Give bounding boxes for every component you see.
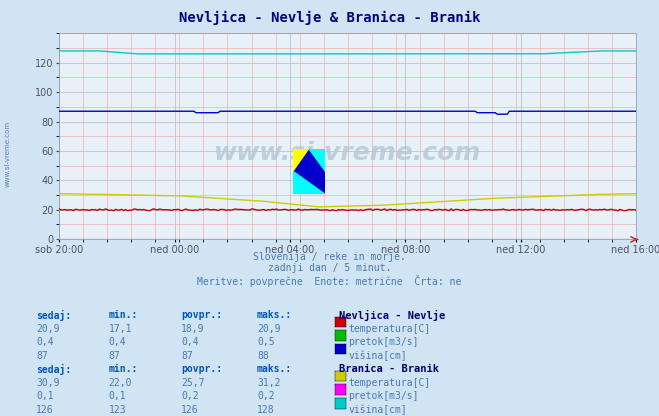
Text: 0,4: 0,4 (109, 337, 127, 347)
Text: min.:: min.: (109, 364, 138, 374)
Text: 0,4: 0,4 (181, 337, 199, 347)
Text: Slovenija / reke in morje.: Slovenija / reke in morje. (253, 252, 406, 262)
Text: 0,1: 0,1 (36, 391, 54, 401)
Text: 20,9: 20,9 (257, 324, 281, 334)
Text: maks.:: maks.: (257, 310, 292, 320)
Text: 88: 88 (257, 351, 269, 361)
Text: sedaj:: sedaj: (36, 310, 71, 321)
Text: povpr.:: povpr.: (181, 310, 222, 320)
Text: 128: 128 (257, 405, 275, 415)
Text: 0,2: 0,2 (181, 391, 199, 401)
Text: povpr.:: povpr.: (181, 364, 222, 374)
Text: pretok[m3/s]: pretok[m3/s] (349, 391, 419, 401)
Text: višina[cm]: višina[cm] (349, 351, 407, 362)
Text: Nevljica - Nevlje: Nevljica - Nevlje (339, 310, 445, 321)
Text: min.:: min.: (109, 310, 138, 320)
Text: maks.:: maks.: (257, 364, 292, 374)
Text: zadnji dan / 5 minut.: zadnji dan / 5 minut. (268, 263, 391, 273)
Text: 87: 87 (181, 351, 193, 361)
Text: 31,2: 31,2 (257, 378, 281, 388)
Text: 22,0: 22,0 (109, 378, 132, 388)
Text: pretok[m3/s]: pretok[m3/s] (349, 337, 419, 347)
Polygon shape (308, 149, 324, 171)
Text: 0,5: 0,5 (257, 337, 275, 347)
Text: 30,9: 30,9 (36, 378, 60, 388)
Text: 87: 87 (36, 351, 48, 361)
Polygon shape (293, 149, 308, 171)
Text: 0,4: 0,4 (36, 337, 54, 347)
Text: 123: 123 (109, 405, 127, 415)
Text: temperatura[C]: temperatura[C] (349, 324, 431, 334)
Text: 18,9: 18,9 (181, 324, 205, 334)
Text: 0,2: 0,2 (257, 391, 275, 401)
Text: www.si-vreme.com: www.si-vreme.com (5, 121, 11, 187)
Text: 87: 87 (109, 351, 121, 361)
Text: 0,1: 0,1 (109, 391, 127, 401)
Text: 126: 126 (181, 405, 199, 415)
Text: Meritve: povprečne  Enote: metrične  Črta: ne: Meritve: povprečne Enote: metrične Črta:… (197, 275, 462, 287)
Text: 25,7: 25,7 (181, 378, 205, 388)
Text: 126: 126 (36, 405, 54, 415)
Text: 17,1: 17,1 (109, 324, 132, 334)
Text: sedaj:: sedaj: (36, 364, 71, 375)
Polygon shape (293, 171, 324, 194)
Text: Nevljica - Nevlje & Branica - Branik: Nevljica - Nevlje & Branica - Branik (179, 10, 480, 25)
Text: Branica - Branik: Branica - Branik (339, 364, 440, 374)
Text: 20,9: 20,9 (36, 324, 60, 334)
Text: temperatura[C]: temperatura[C] (349, 378, 431, 388)
Text: www.si-vreme.com: www.si-vreme.com (214, 141, 481, 165)
Text: višina[cm]: višina[cm] (349, 405, 407, 416)
